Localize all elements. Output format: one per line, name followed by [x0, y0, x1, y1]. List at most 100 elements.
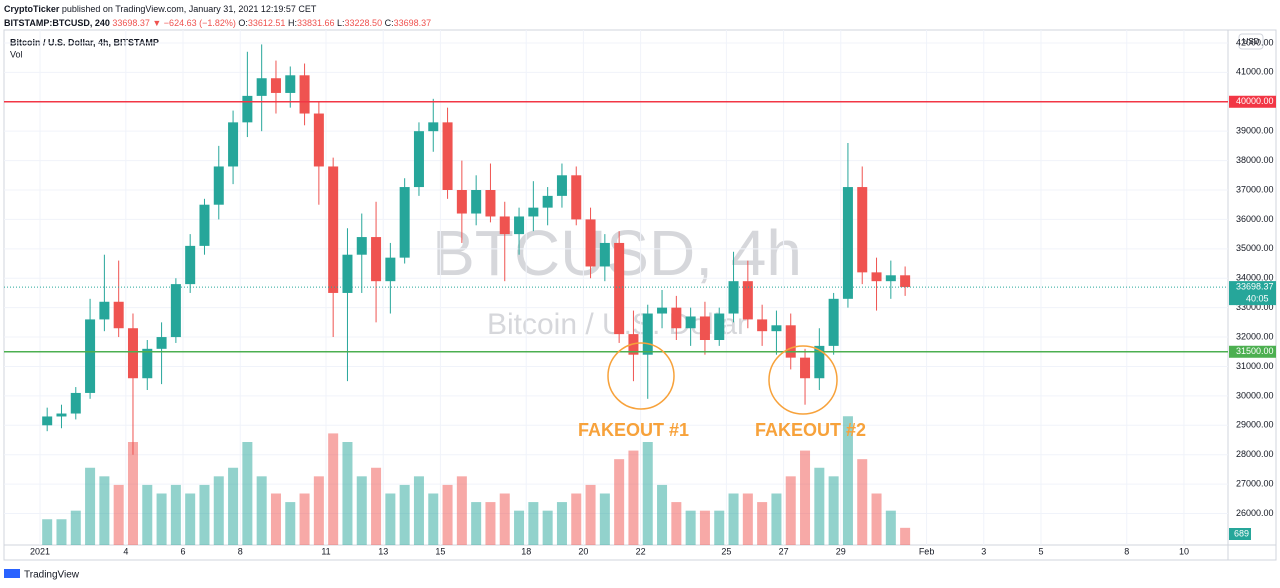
volume-bar — [599, 493, 610, 545]
y-tick-label: 36000.00 — [1236, 214, 1274, 224]
volume-bar — [285, 502, 296, 545]
volume-bar — [127, 442, 138, 545]
candle-body — [285, 75, 296, 93]
candle-body — [356, 237, 367, 255]
candle-body — [256, 78, 267, 96]
volume-bar — [213, 476, 224, 545]
candle-body — [728, 281, 739, 314]
volume-bar — [456, 476, 467, 545]
y-tick-label: 42000.00 — [1236, 37, 1274, 47]
o-value: 33612.51 — [247, 18, 286, 28]
volume-bar — [199, 484, 210, 545]
candle-body — [699, 316, 710, 340]
candle-body — [371, 237, 382, 282]
volume-bar — [485, 502, 496, 545]
volume-bar — [699, 510, 710, 545]
candle-body — [642, 313, 653, 355]
volume-bar — [685, 510, 696, 545]
y-tick-label: 29000.00 — [1236, 420, 1274, 430]
volume-tag — [1229, 528, 1251, 540]
y-tick-label: 37000.00 — [1236, 184, 1274, 194]
volume-bar — [413, 476, 424, 545]
volume-bar — [814, 467, 825, 545]
header-line1: CryptoTicker published on TradingView.co… — [4, 2, 431, 16]
candle-body — [599, 242, 610, 267]
x-tick-label: 6 — [181, 546, 186, 556]
volume-bar — [828, 476, 839, 545]
y-tick-label: 33000.00 — [1236, 302, 1274, 312]
volume-bar — [385, 493, 396, 545]
currency[interactable]: USD — [1243, 37, 1260, 46]
h-value: 33831.66 — [296, 18, 335, 28]
candle-body — [742, 281, 753, 320]
y-tick-label: 35000.00 — [1236, 243, 1274, 253]
candle-body — [671, 307, 682, 329]
candle-body — [342, 254, 353, 293]
x-tick-label: 22 — [636, 546, 646, 556]
volume-bar — [356, 476, 367, 545]
volume-bar — [313, 476, 324, 545]
candle-body — [571, 175, 582, 220]
volume-bar — [428, 493, 439, 545]
candle-body — [471, 190, 482, 214]
volume-bar — [642, 442, 653, 545]
candle-body — [857, 187, 868, 273]
volume-bar — [857, 459, 868, 545]
y-tick-label: 28000.00 — [1236, 449, 1274, 459]
candle-body — [299, 75, 310, 114]
candle-body — [242, 95, 253, 123]
candle-body — [871, 272, 882, 282]
candle-body — [156, 337, 167, 349]
x-tick-label: 29 — [836, 546, 846, 556]
c-value: 33698.37 — [393, 18, 432, 28]
volume-bar — [70, 510, 81, 545]
candle-body — [313, 113, 324, 167]
candle-body — [456, 190, 467, 214]
candle-body — [714, 313, 725, 340]
x-tick-label: 20 — [578, 546, 588, 556]
candle-body — [142, 348, 153, 379]
plot: 26000.00 27000.00 28000.00 29000.00 30000.00… — [4, 30, 1276, 556]
l-value: 33228.50 — [344, 18, 383, 28]
candle-body — [614, 242, 625, 335]
candle-body — [199, 204, 210, 246]
candle-body — [828, 298, 839, 346]
volume-bar — [142, 484, 153, 545]
countdown: 40:05 — [1246, 293, 1269, 303]
y-tick-label: 32000.00 — [1236, 331, 1274, 341]
candle-body — [70, 392, 81, 414]
candle-body — [413, 131, 424, 188]
candle-body — [328, 166, 339, 293]
candle-body — [800, 357, 811, 379]
volume-bar — [714, 510, 725, 545]
candle-body — [228, 122, 239, 167]
vol-label: Vol — [10, 49, 23, 59]
x-tick-label: 4 — [123, 546, 128, 556]
published: published on TradingView.com, January 31… — [61, 4, 317, 14]
candle-body — [385, 257, 396, 282]
author[interactable]: CryptoTicker — [4, 4, 60, 14]
volume-bar — [56, 519, 67, 545]
volume-bar — [342, 442, 353, 545]
header: CryptoTicker published on TradingView.co… — [4, 2, 431, 30]
x-tick-label: 8 — [1124, 546, 1129, 556]
candle-body — [42, 416, 53, 426]
candle-body — [771, 325, 782, 332]
x-tick-label: 18 — [521, 546, 531, 556]
x-tick-label: 3 — [981, 546, 986, 556]
volume-bar — [614, 459, 625, 545]
o-label: O: — [238, 18, 248, 28]
annotation: FAKEOUT #2 — [755, 420, 866, 440]
candle-body — [270, 78, 281, 93]
volume-bar — [900, 527, 911, 545]
volume-bar — [785, 476, 796, 545]
volume-bar — [371, 467, 382, 545]
x-tick-label: 10 — [1179, 546, 1189, 556]
currency-button[interactable] — [1238, 33, 1264, 50]
candle-body — [499, 216, 510, 235]
candle-body — [442, 122, 453, 190]
volume-bar — [657, 484, 668, 545]
volume-bar — [42, 519, 53, 545]
volume-bar — [771, 493, 782, 545]
candle-body — [485, 190, 496, 217]
